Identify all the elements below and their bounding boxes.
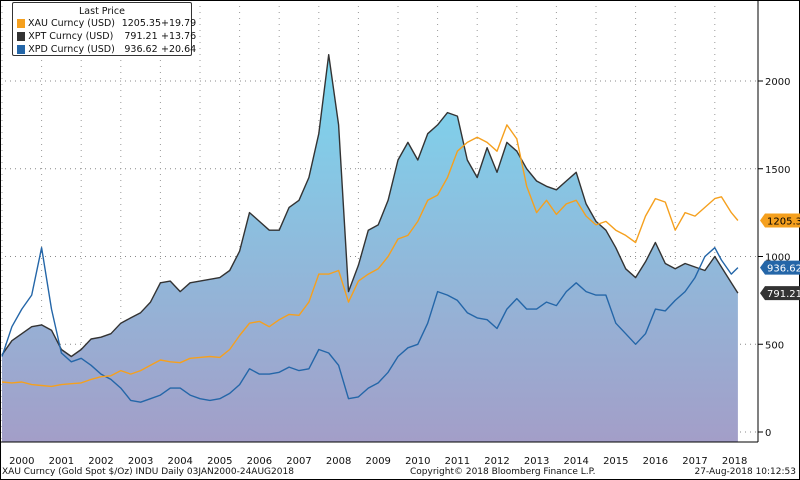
last-value-tag	[760, 260, 800, 275]
x-tick-label: 2012	[484, 456, 509, 467]
legend-item-xpt: XPT Curncy (USD) 791.21 +13.76	[13, 30, 197, 43]
legend-item-xau: XAU Curncy (USD) 1205.35 +19.79	[13, 17, 197, 30]
legend-swatch	[17, 19, 26, 28]
x-tick-label: 2009	[365, 456, 390, 467]
legend-last: 791.21	[124, 31, 158, 42]
x-tick-label: 2011	[445, 456, 470, 467]
y-tick-label: 1500	[765, 165, 790, 176]
last-value-tag	[760, 286, 800, 301]
last-value-label: 791.21	[767, 289, 800, 300]
legend-name: XAU Curncy (USD)	[28, 18, 116, 29]
legend-swatch	[17, 32, 26, 41]
x-tick-label: 2006	[247, 456, 272, 467]
series-line-xau	[1, 124, 739, 388]
x-tick-label: 2017	[682, 456, 707, 467]
legend-title: Last Price	[79, 6, 125, 17]
x-tick-label: 2004	[167, 456, 192, 467]
x-tick-label: 2003	[128, 456, 153, 467]
x-tick-label: 2008	[326, 456, 351, 467]
legend-change: +20.64	[161, 44, 197, 55]
x-tick-label: 2000	[9, 456, 34, 467]
legend-last: 936.62	[124, 44, 158, 55]
footer-timestamp: 27-Aug-2018 10:12:53	[694, 467, 796, 477]
x-tick-label: 2005	[207, 456, 232, 467]
x-tick-label: 2013	[524, 456, 549, 467]
x-tick-label: 2007	[286, 456, 311, 467]
y-tick-label: 500	[765, 340, 784, 351]
x-tick-label: 2015	[603, 456, 628, 467]
legend-item-xpd: XPD Curncy (USD) 936.62 +20.64	[13, 43, 197, 56]
legend-swatch	[17, 45, 26, 54]
legend-change: +13.76	[161, 31, 197, 42]
legend-name: XPD Curncy (USD)	[28, 44, 115, 55]
x-tick-label: 2001	[49, 456, 74, 467]
x-tick-label: 2014	[563, 456, 588, 467]
y-tick-label: 1000	[765, 253, 790, 264]
x-tick-label: 2002	[88, 456, 113, 467]
x-tick-label: 2010	[405, 456, 430, 467]
footer-source: XAU Curncy (Gold Spot $/Oz) INDU Daily 0…	[2, 467, 294, 477]
y-tick-label: 2000	[765, 77, 790, 88]
legend-change: +19.79	[161, 18, 197, 29]
legend-name: XPT Curncy (USD)	[28, 31, 114, 42]
legend-last: 1205.35	[121, 18, 161, 29]
x-tick-label: 2016	[643, 456, 668, 467]
x-tick-label: 2018	[722, 456, 747, 467]
series-line-xpt	[1, 54, 739, 358]
series-line-xpd	[1, 246, 739, 403]
last-value-tag	[760, 213, 800, 228]
last-value-label: 1205.35	[767, 216, 800, 227]
footer-copyright: Copyright© 2018 Bloomberg Finance L.P.	[410, 467, 596, 477]
xpt-area-fill	[2, 54, 738, 442]
y-tick-label: 0	[765, 428, 771, 439]
last-value-label: 936.62	[767, 264, 800, 275]
legend: Last Price XAU Curncy (USD) 1205.35 +19.79…	[12, 2, 197, 56]
